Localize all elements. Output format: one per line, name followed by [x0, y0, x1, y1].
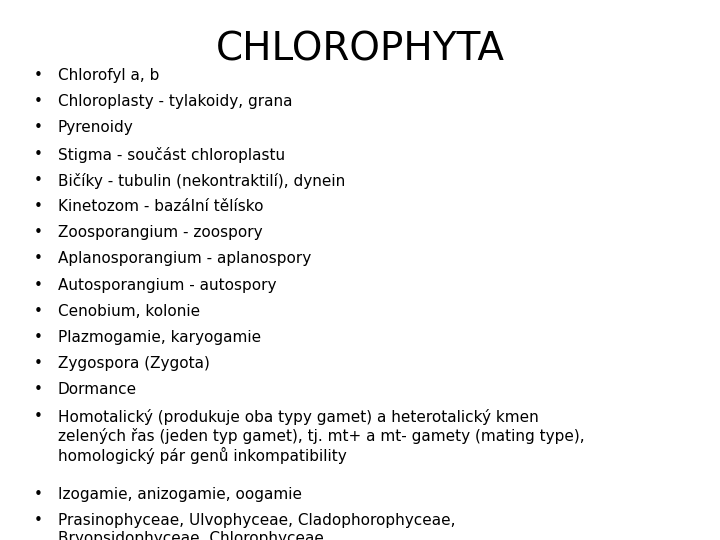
Text: Zoosporangium - zoospory: Zoosporangium - zoospory	[58, 225, 263, 240]
Text: Dormance: Dormance	[58, 382, 137, 397]
Text: •: •	[34, 487, 42, 502]
Text: Plazmogamie, karyogamie: Plazmogamie, karyogamie	[58, 330, 261, 345]
Text: •: •	[34, 173, 42, 188]
Text: •: •	[34, 330, 42, 345]
Text: Prasinophyceae, Ulvophyceae, Cladophorophyceae,
Bryopsidophyceae, Chlorophyceae: Prasinophyceae, Ulvophyceae, Cladophorop…	[58, 514, 456, 540]
Text: Zygospora (Zygota): Zygospora (Zygota)	[58, 356, 210, 371]
Text: •: •	[34, 278, 42, 293]
Text: •: •	[34, 304, 42, 319]
Text: •: •	[34, 94, 42, 109]
Text: CHLOROPHYTA: CHLOROPHYTA	[215, 30, 505, 68]
Text: Pyrenoidy: Pyrenoidy	[58, 120, 134, 136]
Text: •: •	[34, 252, 42, 266]
Text: Kinetozom - bazální tělísko: Kinetozom - bazální tělísko	[58, 199, 264, 214]
Text: Stigma - součást chloroplastu: Stigma - součást chloroplastu	[58, 146, 285, 163]
Text: •: •	[34, 199, 42, 214]
Text: •: •	[34, 120, 42, 136]
Text: •: •	[34, 146, 42, 161]
Text: Chloroplasty - tylakoidy, grana: Chloroplasty - tylakoidy, grana	[58, 94, 292, 109]
Text: Homotalický (produkuje oba typy gamet) a heterotalický kmen
zelených řas (jeden : Homotalický (produkuje oba typy gamet) a…	[58, 409, 585, 464]
Text: Bičíky - tubulin (nekontraktilí), dynein: Bičíky - tubulin (nekontraktilí), dynein	[58, 173, 346, 189]
Text: •: •	[34, 356, 42, 371]
Text: Izogamie, anizogamie, oogamie: Izogamie, anizogamie, oogamie	[58, 487, 302, 502]
Text: •: •	[34, 382, 42, 397]
Text: Cenobium, kolonie: Cenobium, kolonie	[58, 304, 200, 319]
Text: •: •	[34, 225, 42, 240]
Text: Chlorofyl a, b: Chlorofyl a, b	[58, 68, 159, 83]
Text: •: •	[34, 409, 42, 423]
Text: Aplanosporangium - aplanospory: Aplanosporangium - aplanospory	[58, 252, 311, 266]
Text: •: •	[34, 68, 42, 83]
Text: Autosporangium - autospory: Autosporangium - autospory	[58, 278, 276, 293]
Text: •: •	[34, 514, 42, 529]
